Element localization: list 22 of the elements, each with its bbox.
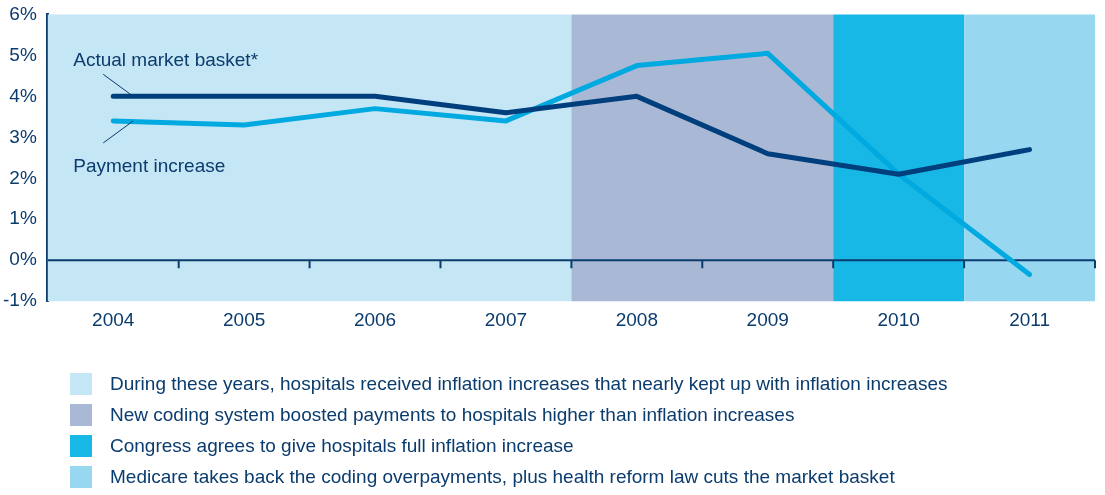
legend-label: Medicare takes back the coding overpayments, plus health reform law cuts the market basket [110, 465, 895, 488]
series-label: Actual market basket* [73, 48, 259, 70]
y-tick-label: 3% [9, 125, 37, 147]
y-tick-label: 2% [9, 166, 37, 188]
x-tick-label: 2007 [484, 308, 528, 330]
series-label: Payment increase [73, 155, 226, 177]
x-tick-label: 2008 [615, 308, 658, 330]
x-tick-label: 2005 [223, 308, 266, 330]
y-tick-label: -1% [2, 289, 37, 311]
x-tick-label: 2010 [877, 308, 920, 330]
y-tick-label: 1% [9, 207, 37, 229]
y-tick-label: 0% [9, 248, 37, 270]
y-tick-label: 6% [9, 2, 37, 24]
x-tick-label: 2009 [746, 308, 789, 330]
legend-label: Congress agrees to give hospitals full inflation increase [110, 434, 574, 457]
y-tick-label: 5% [9, 43, 37, 65]
y-tick-label: 4% [9, 84, 37, 106]
x-tick-label: 2006 [353, 308, 397, 330]
legend-label: New coding system boosted payments to hospitals higher than inflation increases [110, 403, 795, 426]
x-tick-label: 2011 [1009, 308, 1050, 330]
x-tick-label: 2004 [92, 308, 135, 330]
legend-label: During these years, hospitals received inflation increases that nearly kept up with inflation increases [110, 372, 948, 395]
